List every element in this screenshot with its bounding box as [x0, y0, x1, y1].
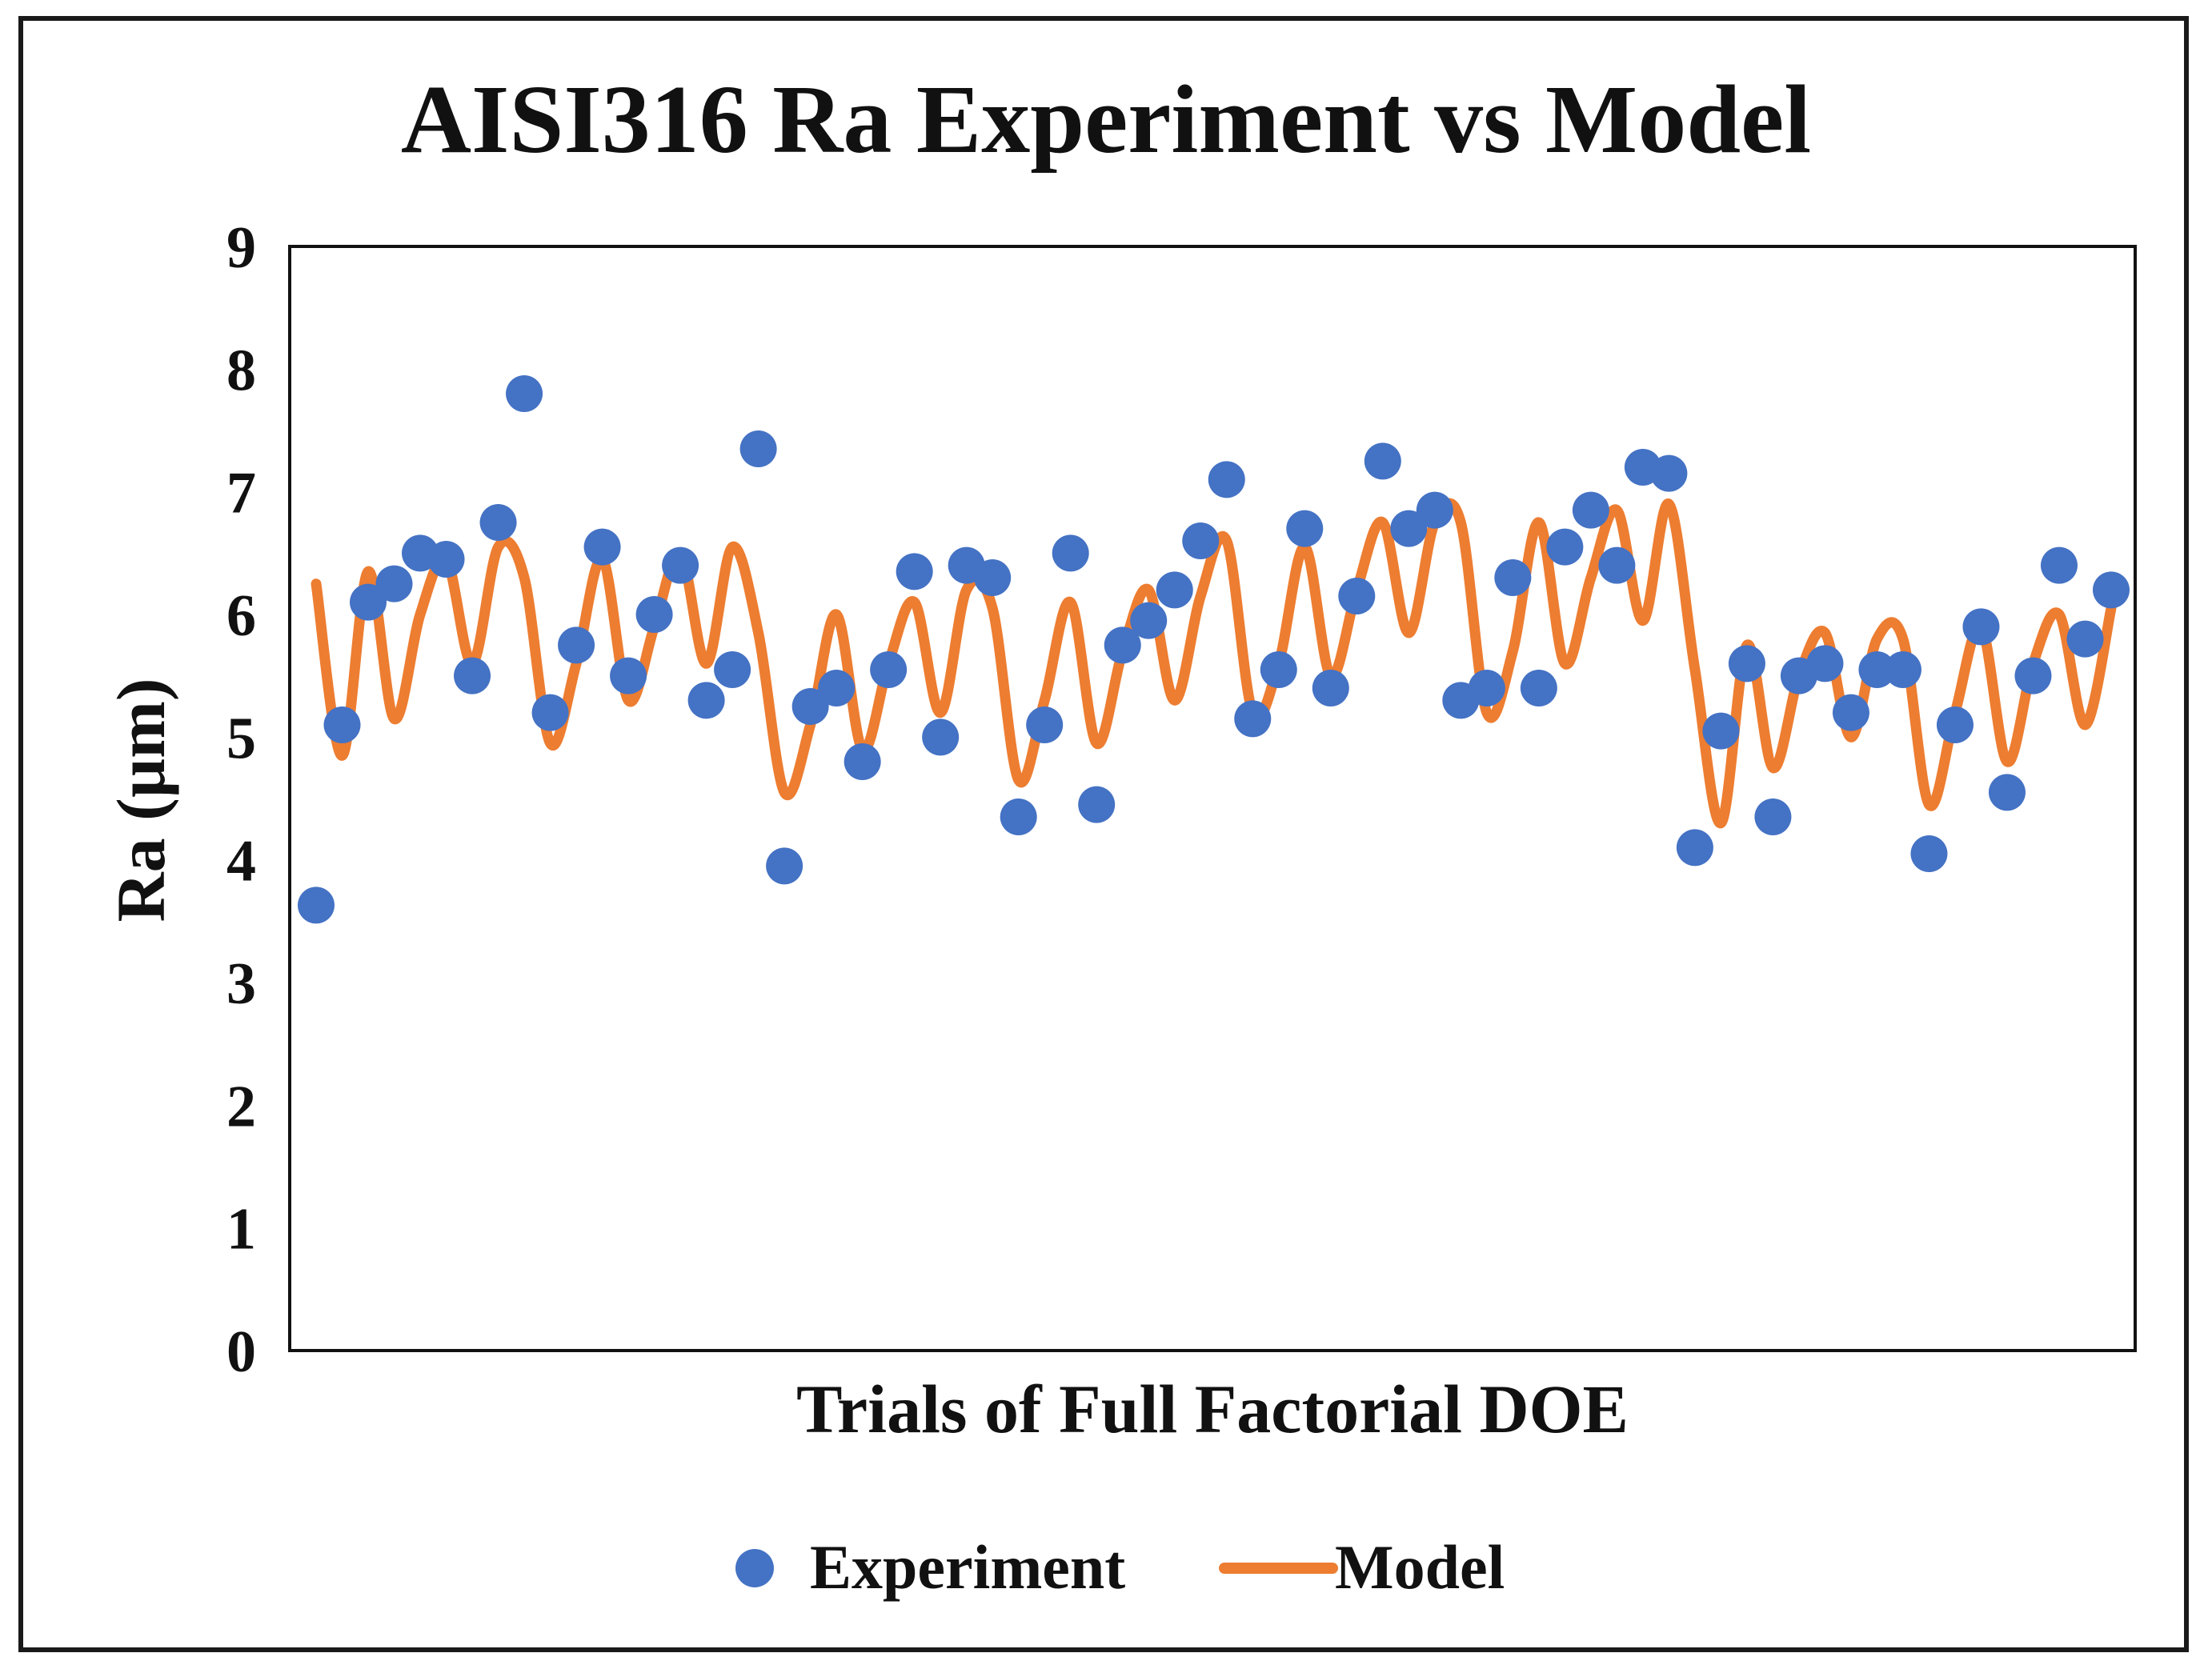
- plot-area: [288, 245, 2137, 1352]
- y-tick-label: 5: [226, 706, 256, 771]
- experiment-point: [1234, 700, 1272, 738]
- experiment-series: [298, 375, 2130, 924]
- experiment-point: [844, 743, 881, 780]
- experiment-point: [974, 559, 1012, 596]
- experiment-point: [2093, 571, 2130, 609]
- y-tick-label: 9: [226, 215, 256, 281]
- y-tick-label: 7: [226, 461, 256, 526]
- experiment-point: [635, 596, 673, 633]
- experiment-point: [1208, 461, 1245, 498]
- experiment-point: [375, 565, 413, 602]
- experiment-point: [714, 651, 751, 688]
- experiment-point: [583, 528, 621, 566]
- experiment-point: [531, 694, 569, 731]
- experiment-point: [1052, 534, 1089, 572]
- experiment-point: [479, 504, 517, 541]
- experiment-point: [1338, 578, 1376, 614]
- experiment-point: [687, 682, 725, 719]
- experiment-point: [1728, 645, 1765, 682]
- experiment-point: [1754, 798, 1792, 835]
- x-axis-label: Trials of Full Factorial DOE: [796, 1371, 1629, 1447]
- chart-title: AISI316 Ra Experiment vs Model: [401, 66, 1811, 174]
- y-tick-labels: 0 1 2 3 4 5 6 7 8 9: [226, 215, 256, 1385]
- experiment-point: [1000, 798, 1037, 835]
- experiment-point: [870, 651, 908, 688]
- experiment-point: [1494, 559, 1532, 596]
- experiment-point: [1416, 491, 1453, 529]
- experiment-point: [1520, 670, 1557, 706]
- y-tick-label: 1: [226, 1197, 256, 1263]
- y-tick-label: 2: [226, 1074, 256, 1139]
- experiment-point: [818, 670, 856, 706]
- experiment-point: [1832, 694, 1869, 731]
- experiment-point: [896, 553, 933, 590]
- experiment-point: [1182, 522, 1220, 559]
- experiment-point: [1988, 774, 2026, 811]
- experiment-point: [1078, 786, 1116, 823]
- experiment-point: [558, 626, 595, 664]
- experiment-point: [1364, 442, 1401, 480]
- experiment-point: [1806, 645, 1844, 682]
- y-tick-label: 4: [226, 829, 256, 895]
- experiment-point: [1858, 651, 1896, 688]
- experiment-point: [323, 706, 361, 743]
- experiment-point: [454, 657, 491, 694]
- experiment-point: [766, 847, 803, 885]
- experiment-point: [1390, 510, 1428, 547]
- experiment-point: [1260, 651, 1297, 688]
- experiment-point: [506, 375, 543, 412]
- experiment-point: [2014, 657, 2052, 694]
- experiment-point: [610, 657, 647, 694]
- y-tick-label: 8: [226, 338, 256, 403]
- y-axis-label: Ra (µm): [102, 678, 179, 922]
- legend-experiment-marker: [735, 1549, 774, 1587]
- experiment-point: [427, 541, 465, 578]
- experiment-point: [1130, 602, 1168, 639]
- experiment-point: [739, 430, 777, 467]
- legend-experiment-label: Experiment: [810, 1532, 1125, 1602]
- experiment-point: [2066, 620, 2104, 658]
- experiment-point: [662, 546, 699, 584]
- experiment-point: [1598, 546, 1636, 584]
- experiment-point: [1468, 670, 1505, 706]
- experiment-point: [1936, 706, 1974, 743]
- experiment-point: [298, 887, 335, 924]
- experiment-point: [1962, 608, 2000, 646]
- y-tick-label: 3: [226, 951, 256, 1017]
- experiment-point: [1156, 571, 1193, 609]
- experiment-point: [1312, 670, 1349, 706]
- experiment-point: [1026, 706, 1064, 743]
- experiment-point: [791, 688, 829, 725]
- experiment-point: [1546, 528, 1584, 566]
- experiment-point: [1572, 491, 1609, 529]
- experiment-point: [922, 718, 960, 756]
- experiment-point: [1104, 626, 1141, 664]
- experiment-point: [1650, 454, 1688, 492]
- legend: Experiment Model: [735, 1532, 1505, 1602]
- experiment-point: [1884, 651, 1921, 688]
- experiment-point: [1910, 835, 1948, 872]
- experiment-point: [1286, 510, 1324, 547]
- experiment-point: [1676, 829, 1713, 867]
- experiment-point: [1702, 712, 1740, 750]
- y-tick-label: 6: [226, 583, 256, 649]
- experiment-point: [350, 583, 387, 621]
- legend-model-label: Model: [1335, 1532, 1505, 1602]
- y-tick-label: 0: [226, 1319, 256, 1385]
- experiment-point: [2040, 546, 2078, 584]
